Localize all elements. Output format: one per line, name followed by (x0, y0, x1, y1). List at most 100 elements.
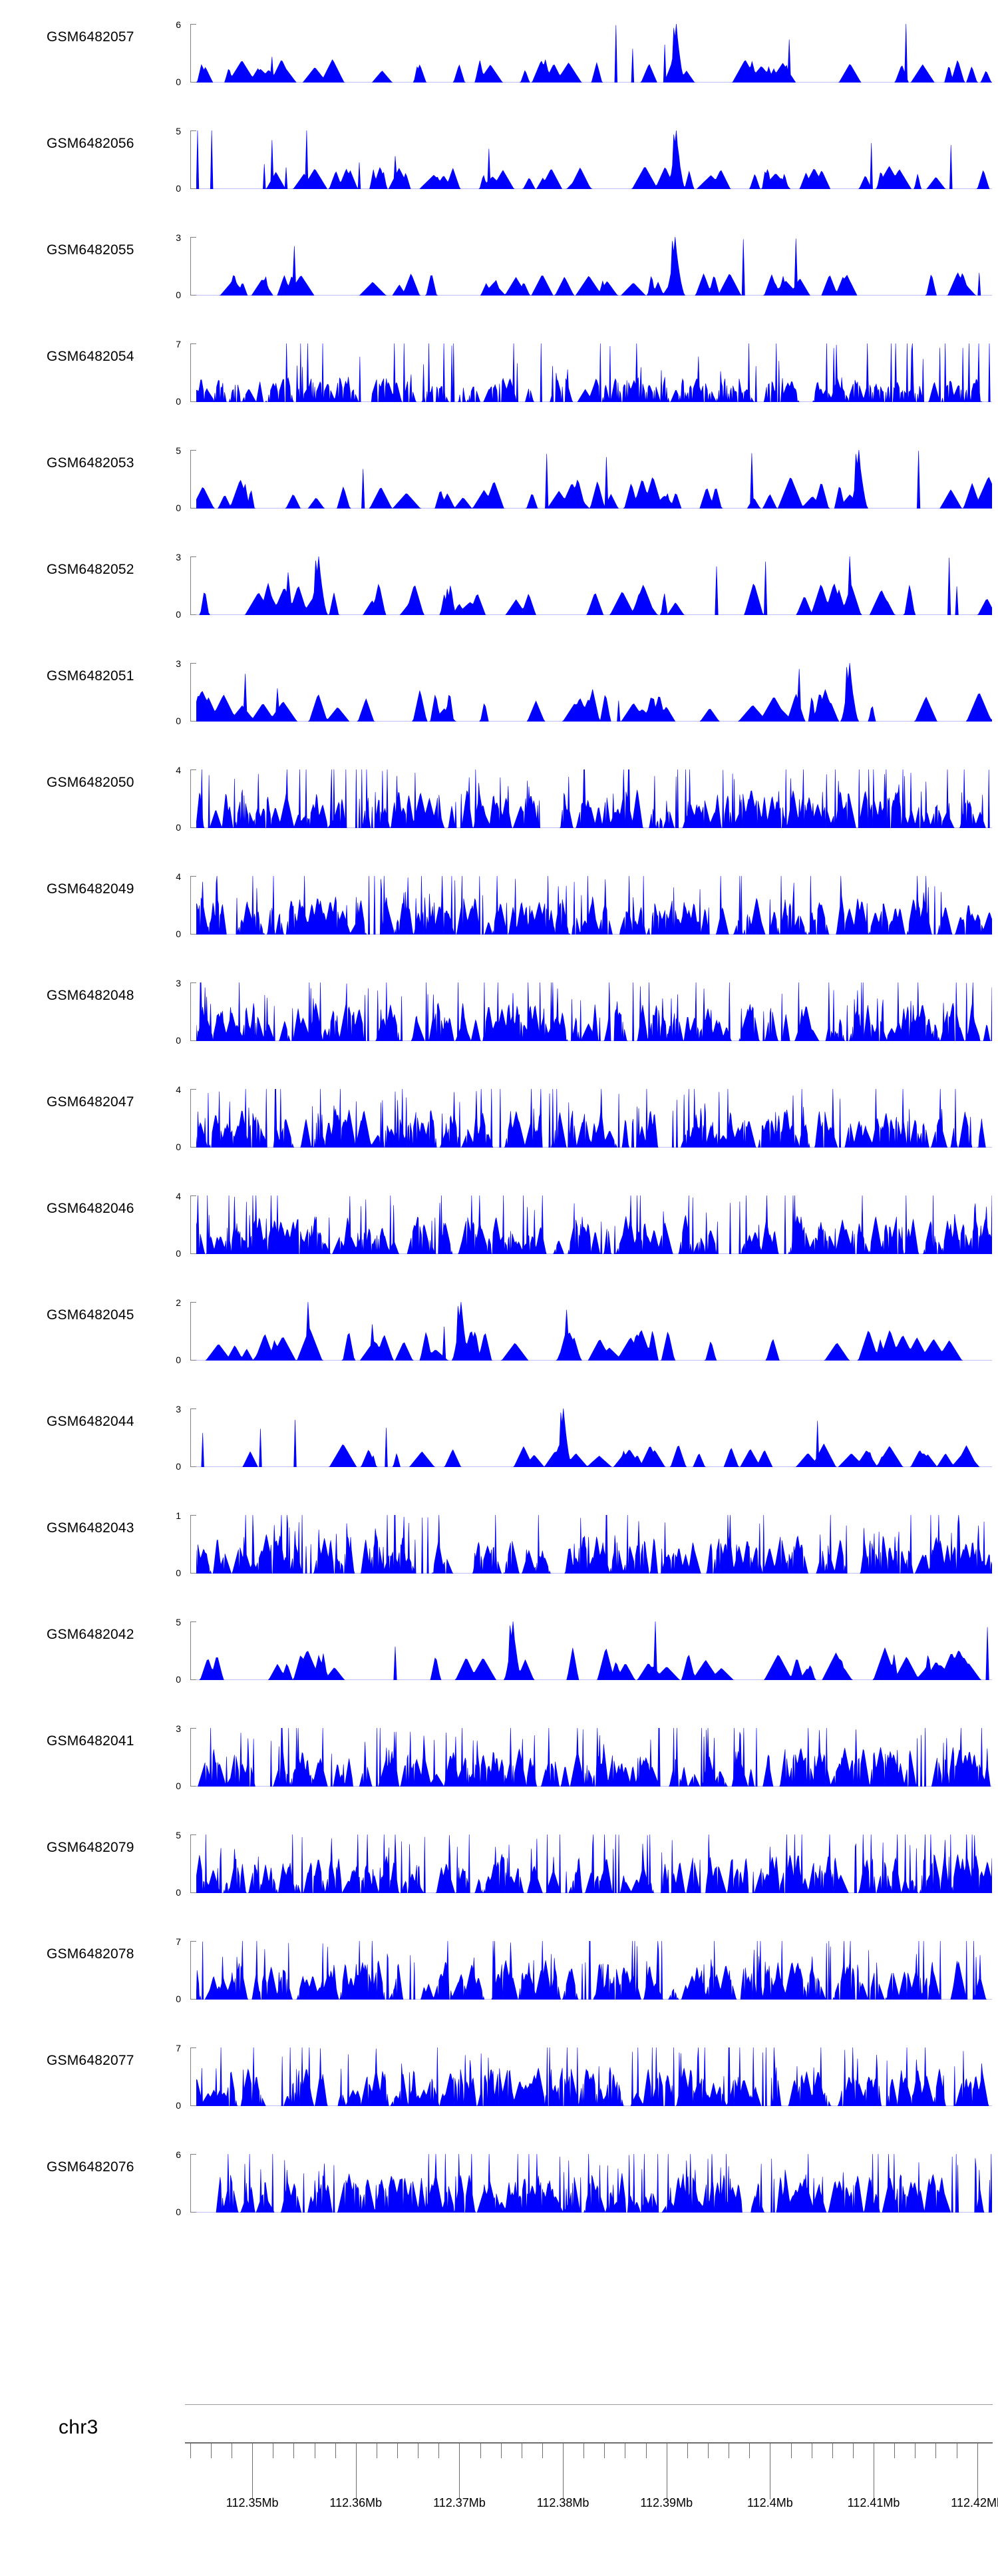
track-label: GSM6482049 (47, 881, 134, 897)
axis-major-tick (563, 2442, 564, 2499)
coverage-plot[interactable] (196, 130, 992, 189)
coverage-area (196, 1941, 992, 2000)
axis-minor-tick (438, 2442, 440, 2458)
y-axis-bracket (190, 1195, 196, 1254)
y-axis-bracket (190, 1834, 196, 1893)
track-gsm6482047[interactable]: GSM6482047 4 0 (0, 1085, 998, 1152)
axis-minor-tick (210, 2442, 212, 2458)
coverage-plot[interactable] (196, 1089, 992, 1148)
y-axis-bracket (190, 1621, 196, 1680)
track-label: GSM6482079 (47, 1840, 134, 1855)
coverage-area (196, 1089, 992, 1148)
y-axis-max-label: 3 (176, 552, 181, 562)
y-axis-bracket (190, 663, 196, 722)
y-axis-min-label: 0 (176, 290, 181, 300)
track-gsm6482042[interactable]: GSM6482042 5 0 (0, 1617, 998, 1684)
coverage-area (196, 1515, 992, 1574)
coverage-plot[interactable] (196, 450, 992, 509)
y-axis-max-label: 4 (176, 1084, 181, 1095)
track-gsm6482045[interactable]: GSM6482045 2 0 (0, 1298, 998, 1365)
coverage-area (196, 130, 992, 189)
coverage-area (196, 343, 992, 402)
y-axis-bracket (190, 556, 196, 615)
coverage-plot[interactable] (196, 1302, 992, 1361)
y-axis-min-label: 0 (176, 609, 181, 620)
track-gsm6482050[interactable]: GSM6482050 4 0 (0, 765, 998, 832)
axis-minor-tick (894, 2442, 896, 2458)
coverage-plot[interactable] (196, 1728, 992, 1787)
axis-minor-tick (293, 2442, 295, 2458)
axis-tick-label: 112.39Mb (640, 2496, 693, 2509)
coverage-plot[interactable] (196, 876, 992, 935)
track-gsm6482079[interactable]: GSM6482079 5 0 (0, 1830, 998, 1897)
track-label: GSM6482045 (47, 1307, 134, 1323)
y-axis-bracket (190, 130, 196, 189)
coverage-plot[interactable] (196, 343, 992, 402)
axis-minor-tick (500, 2442, 502, 2458)
track-gsm6482055[interactable]: GSM6482055 3 0 (0, 233, 998, 300)
coverage-area (196, 1408, 992, 1467)
coverage-plot[interactable] (196, 2047, 992, 2106)
axis-major-tick (977, 2442, 978, 2499)
track-label: GSM6482041 (47, 1733, 134, 1749)
coverage-plot[interactable] (196, 1408, 992, 1467)
axis-main-rule (185, 2442, 993, 2444)
coverage-plot[interactable] (196, 1195, 992, 1254)
coverage-plot[interactable] (196, 1941, 992, 2000)
coverage-plot[interactable] (196, 2154, 992, 2213)
y-axis-max-label: 3 (176, 1723, 181, 1734)
coverage-plot[interactable] (196, 663, 992, 722)
y-axis-max-label: 5 (176, 1617, 181, 1627)
track-gsm6482044[interactable]: GSM6482044 3 0 (0, 1404, 998, 1471)
axis-minor-tick (397, 2442, 399, 2458)
y-axis-max-label: 7 (176, 1936, 181, 1947)
track-gsm6482046[interactable]: GSM6482046 4 0 (0, 1191, 998, 1258)
y-axis-max-label: 6 (176, 2149, 181, 2160)
track-label: GSM6482046 (47, 1201, 134, 1216)
y-axis-max-label: 1 (176, 1510, 181, 1521)
track-label: GSM6482048 (47, 988, 134, 1003)
axis-minor-tick (604, 2442, 605, 2458)
track-gsm6482043[interactable]: GSM6482043 1 0 (0, 1511, 998, 1578)
axis-minor-tick (935, 2442, 937, 2458)
track-gsm6482048[interactable]: GSM6482048 3 0 (0, 978, 998, 1045)
y-axis-min-label: 0 (176, 822, 181, 833)
coverage-area (196, 1195, 992, 1254)
coverage-plot[interactable] (196, 769, 992, 828)
track-gsm6482054[interactable]: GSM6482054 7 0 (0, 339, 998, 406)
track-gsm6482053[interactable]: GSM6482053 5 0 (0, 446, 998, 513)
coverage-plot[interactable] (196, 1515, 992, 1574)
track-gsm6482077[interactable]: GSM6482077 7 0 (0, 2043, 998, 2110)
y-axis-max-label: 5 (176, 1830, 181, 1840)
y-axis-bracket (190, 769, 196, 828)
coverage-plot[interactable] (196, 24, 992, 83)
track-gsm6482078[interactable]: GSM6482078 7 0 (0, 1937, 998, 2004)
coverage-plot[interactable] (196, 237, 992, 296)
track-label: GSM6482078 (47, 1946, 134, 1962)
y-axis-min-label: 0 (176, 1994, 181, 2004)
coverage-area (196, 2047, 992, 2106)
coverage-area (196, 876, 992, 935)
axis-minor-tick (583, 2442, 585, 2458)
track-gsm6482057[interactable]: GSM6482057 6 0 (0, 20, 998, 87)
track-gsm6482041[interactable]: GSM6482041 3 0 (0, 1724, 998, 1791)
y-axis-min-label: 0 (176, 2207, 181, 2217)
axis-tick-label: 112.4Mb (747, 2496, 793, 2509)
axis-tick-marks (185, 2442, 993, 2499)
track-gsm6482076[interactable]: GSM6482076 6 0 (0, 2150, 998, 2217)
track-label: GSM6482076 (47, 2159, 134, 2175)
y-axis-min-label: 0 (176, 1248, 181, 1259)
y-axis-max-label: 7 (176, 2043, 181, 2053)
axis-minor-tick (190, 2442, 191, 2458)
coverage-plot[interactable] (196, 1621, 992, 1680)
track-gsm6482049[interactable]: GSM6482049 4 0 (0, 872, 998, 939)
axis-minor-tick (687, 2442, 688, 2458)
y-axis-max-label: 4 (176, 871, 181, 882)
coverage-plot[interactable] (196, 556, 992, 615)
track-gsm6482052[interactable]: GSM6482052 3 0 (0, 552, 998, 619)
coverage-plot[interactable] (196, 982, 992, 1041)
coverage-plot[interactable] (196, 1834, 992, 1893)
track-gsm6482056[interactable]: GSM6482056 5 0 (0, 126, 998, 193)
track-gsm6482051[interactable]: GSM6482051 3 0 (0, 659, 998, 726)
